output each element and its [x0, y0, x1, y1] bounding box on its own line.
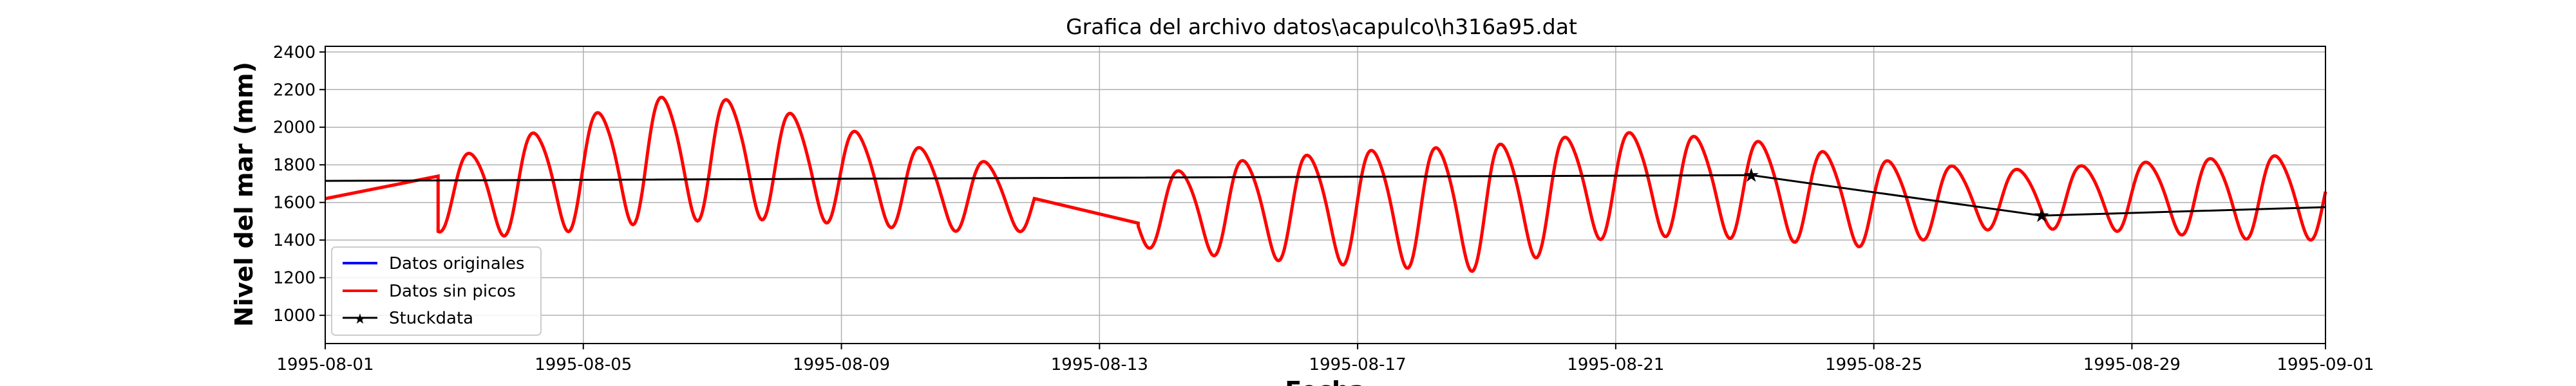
- x-axis-ticks: 1995-08-01 1995-08-05 1995-08-09 1995-08-13…: [276, 344, 2374, 374]
- legend-label-filtered: Datos sin picos: [389, 282, 516, 301]
- y-tick-label: 2400: [273, 43, 316, 62]
- y-tick-label: 1200: [273, 269, 316, 288]
- legend-star-marker: ★: [354, 311, 366, 327]
- x-tick-label: 1995-08-17: [1309, 355, 1406, 374]
- x-tick-label: 1995-08-09: [793, 355, 890, 374]
- chart-title: Grafica del archivo datos\acapulco\h316a…: [1066, 14, 1577, 39]
- y-tick-label: 2000: [273, 118, 316, 138]
- axes-frame: [325, 46, 2326, 344]
- y-tick-label: 1000: [273, 306, 316, 326]
- legend-box: [331, 246, 542, 336]
- y-tick-label: 2200: [273, 80, 316, 100]
- x-tick-label: 1995-08-29: [2083, 355, 2181, 374]
- y-axis-ticks: 1000 1200 1400 1600 1800 2000 2200 2400: [273, 43, 325, 326]
- y-tick-label: 1400: [273, 231, 316, 250]
- y-tick-label: 1800: [273, 156, 316, 175]
- x-axis-label: Fecha: [1285, 376, 1365, 386]
- x-tick-label: 1995-09-01: [2277, 355, 2374, 374]
- stuck-marker-star: ★: [2033, 205, 2050, 227]
- x-tick-label: 1995-08-01: [276, 355, 374, 374]
- x-tick-label: 1995-08-21: [1567, 355, 1664, 374]
- x-tick-label: 1995-08-05: [535, 355, 632, 374]
- legend: Datos originales Datos sin picos ★ Stuck…: [331, 246, 542, 336]
- x-tick-label: 1995-08-25: [1825, 355, 1922, 374]
- y-axis-label: Nivel del mar (mm): [230, 62, 258, 327]
- series-stuck-line: [325, 174, 2326, 217]
- legend-label-original: Datos originales: [389, 254, 525, 273]
- series-filtered-line: [325, 95, 2327, 273]
- legend-label-stuck: Stuckdata: [389, 309, 473, 328]
- x-tick-label: 1995-08-13: [1051, 355, 1148, 374]
- y-tick-label: 1600: [273, 194, 316, 213]
- stuck-marker-star: ★: [1743, 164, 1760, 187]
- plot-area: ★★: [325, 95, 2327, 273]
